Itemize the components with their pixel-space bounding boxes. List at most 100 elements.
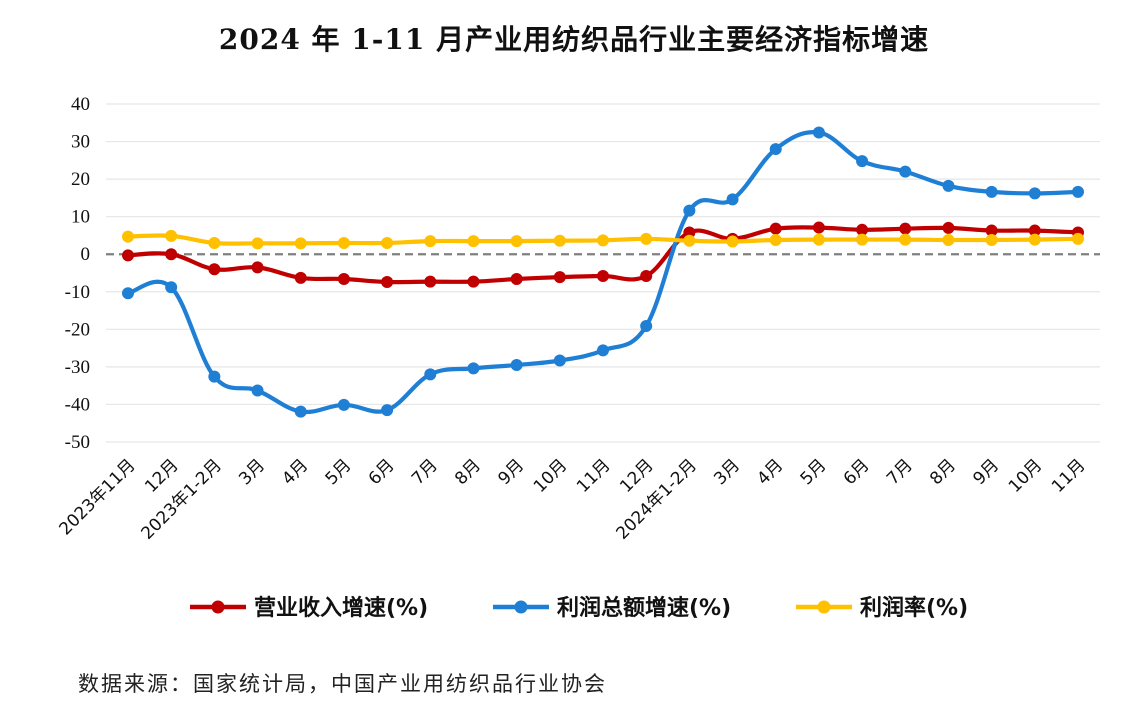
data-point	[769, 222, 782, 235]
data-point	[856, 233, 869, 246]
x-tick-label: 3月	[235, 455, 269, 489]
series-0	[122, 221, 1084, 289]
data-point	[985, 185, 998, 198]
x-tick-label: 10月	[1005, 455, 1046, 496]
data-point	[597, 234, 609, 247]
data-point	[1028, 233, 1041, 246]
data-point	[597, 344, 609, 357]
data-point	[294, 237, 307, 250]
data-point	[640, 232, 653, 245]
data-point	[251, 261, 264, 274]
x-tick-label: 9月	[969, 455, 1003, 489]
y-tick-label: -10	[65, 282, 90, 303]
legend-label: 营业收入增速(%)	[254, 595, 428, 621]
series-2	[122, 229, 1084, 250]
data-point	[165, 248, 178, 261]
data-point	[337, 236, 350, 249]
data-point	[942, 233, 955, 246]
x-tick-label: 4月	[278, 455, 312, 489]
data-point	[1028, 187, 1041, 200]
data-point	[683, 226, 696, 239]
x-tick-label: 11月	[573, 455, 614, 496]
data-point	[337, 273, 350, 286]
data-point	[467, 362, 480, 375]
x-tick-label: 4月	[753, 455, 787, 489]
data-point	[122, 249, 134, 262]
y-tick-label: 40	[71, 94, 90, 115]
legend-swatch-marker	[514, 600, 528, 614]
data-point	[597, 270, 609, 283]
data-point	[899, 233, 912, 246]
data-point	[510, 235, 523, 248]
data-point	[899, 222, 912, 235]
legend: 营业收入增速(%) 利润总额增速(%) 利润率(%)	[190, 595, 968, 621]
y-tick-label: 30	[71, 132, 90, 153]
y-tick-label: -30	[65, 357, 90, 378]
data-point	[381, 404, 394, 417]
data-point	[122, 287, 134, 300]
data-point	[165, 281, 178, 294]
x-tick-label: 6月	[365, 455, 399, 489]
data-point	[251, 237, 264, 250]
data-point	[640, 270, 653, 283]
data-point	[553, 234, 566, 247]
y-tick-label: 10	[71, 207, 90, 228]
data-point	[1028, 224, 1041, 237]
source-note: 数据来源：国家统计局，中国产业用纺织品行业协会	[78, 672, 607, 696]
data-point	[251, 384, 264, 397]
data-point	[208, 370, 221, 383]
series-1	[122, 126, 1084, 418]
data-point	[856, 155, 869, 168]
data-point	[165, 229, 178, 242]
data-point	[726, 235, 739, 248]
data-point	[510, 359, 523, 372]
x-tick-label: 8月	[451, 455, 485, 489]
data-point	[337, 398, 350, 411]
x-tick-label: 10月	[530, 455, 571, 496]
data-point	[510, 273, 523, 286]
y-tick-label: 20	[71, 169, 90, 190]
legend-label: 利润总额增速(%)	[557, 595, 731, 621]
data-point	[381, 236, 394, 249]
y-tick-label: -40	[65, 394, 90, 415]
data-point	[553, 354, 566, 367]
data-point	[424, 275, 437, 288]
data-point	[424, 368, 437, 381]
x-tick-label: 3月	[710, 455, 744, 489]
x-tick-label: 9月	[494, 455, 528, 489]
data-point	[294, 271, 307, 284]
data-point	[553, 271, 566, 284]
x-tick-label: 2023年11月	[55, 455, 139, 539]
data-point	[294, 405, 307, 418]
series-layer	[122, 126, 1084, 418]
data-point	[899, 165, 912, 178]
x-tick-label: 6月	[840, 455, 874, 489]
y-tick-label: 0	[81, 244, 91, 265]
data-point	[812, 221, 825, 234]
y-tick-label: -20	[65, 319, 90, 340]
x-tick-label: 5月	[322, 455, 356, 489]
y-tick-label: -50	[65, 432, 90, 453]
data-point	[985, 224, 998, 237]
data-point	[122, 230, 134, 243]
data-point	[769, 233, 782, 246]
data-point	[424, 235, 437, 248]
data-point	[208, 263, 221, 276]
x-tick-label: 8月	[926, 455, 960, 489]
chart-title: 2024 年 1-11 月产业用纺织品行业主要经济指标增速	[218, 23, 930, 56]
grid-layer	[106, 103, 1100, 443]
data-point	[683, 234, 696, 247]
data-point	[856, 223, 869, 236]
data-point	[683, 204, 696, 217]
x-tick-label: 5月	[797, 455, 831, 489]
data-point	[942, 179, 955, 192]
data-point	[467, 235, 480, 248]
data-point	[467, 275, 480, 288]
data-point	[812, 126, 825, 139]
data-point	[769, 143, 782, 156]
legend-swatch-marker	[211, 600, 225, 614]
data-point	[942, 221, 955, 234]
legend-swatch-marker	[817, 600, 831, 614]
